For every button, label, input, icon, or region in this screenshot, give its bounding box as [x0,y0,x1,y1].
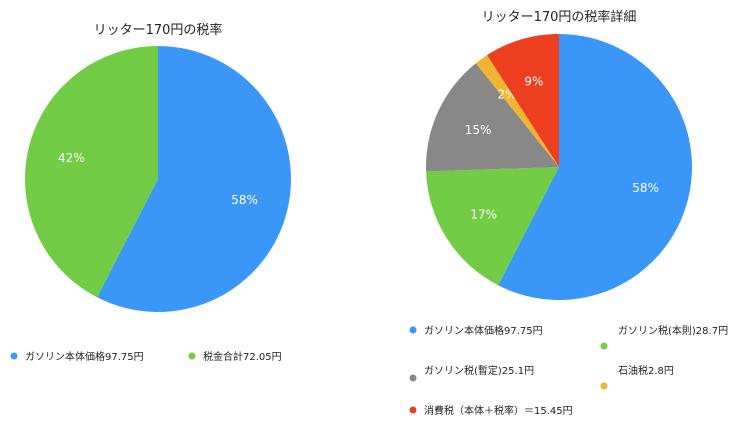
legend-entry: 消費税（本体＋税率）＝15.45円 [424,404,573,417]
slice-label: 58% [231,193,258,207]
slice-label: 15% [465,123,492,137]
legend-marker [409,326,417,334]
pie-slice [426,167,559,286]
chart-title: リッター170円の税率詳細 [482,9,637,25]
pie-slice [426,63,559,172]
slice-label: 42% [58,151,85,165]
legend-marker [409,374,417,382]
legend-marker [600,382,608,390]
pie-slice [97,46,291,312]
legend-marker [600,342,608,350]
legend-entry: 石油税2.8円 [618,364,674,377]
legend-marker [10,352,18,360]
slice-label: 58% [632,181,659,195]
legend-entry: ガソリン本体価格97.75円 [424,324,543,337]
pie-slice [475,55,559,167]
slice-label: 17% [470,208,497,222]
pie-slice [487,34,559,167]
legend-marker [188,352,196,360]
legend-entry: 税金合計72.05円 [203,350,282,363]
pie-slice [25,46,159,298]
slice-label: 9% [524,75,543,89]
pie-slice [498,34,692,300]
legend-entry: ガソリン本体価格97.75円 [25,350,144,363]
legend-marker [409,406,417,414]
legend-entry: ガソリン税(暫定)25.1円 [424,364,534,377]
chart-title: リッター170円の税率 [94,22,223,38]
legend-entry: ガソリン税(本則)28.7円 [618,324,728,337]
